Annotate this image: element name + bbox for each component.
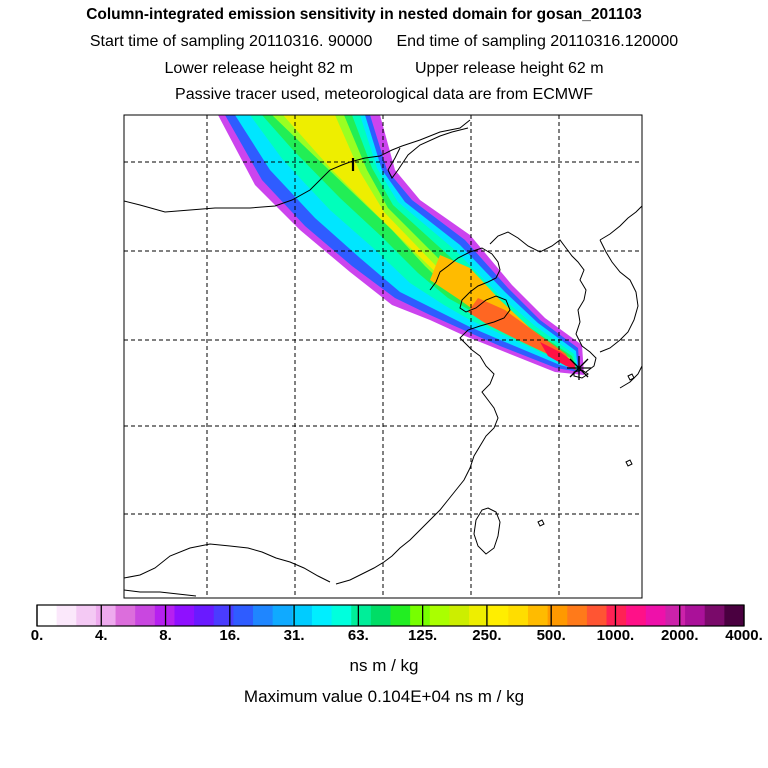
coast-china-east bbox=[335, 355, 499, 585]
plume-layer bbox=[218, 115, 584, 375]
colorbar-tick-label: 4. bbox=[95, 627, 108, 644]
colorbar-tick-label: 250. bbox=[472, 627, 502, 644]
border-northeast bbox=[387, 127, 469, 179]
colorbar-swatch bbox=[76, 605, 97, 626]
map-frame bbox=[123, 114, 643, 599]
colorbar-swatch bbox=[469, 605, 490, 626]
coast-japan bbox=[619, 365, 642, 389]
colorbar-tick-label: 63. bbox=[347, 627, 369, 644]
coast-korea-east bbox=[599, 205, 642, 353]
colorbar-units: ns m / kg bbox=[349, 656, 419, 675]
colorbar-tick-label: 8. bbox=[159, 627, 172, 644]
colorbar-swatch bbox=[704, 605, 725, 626]
colorbar-tick-label: 500. bbox=[536, 627, 566, 644]
tracer-info: Passive tracer used, meteorological data… bbox=[175, 86, 593, 103]
receptor-star-icon bbox=[567, 356, 591, 380]
colorbar-swatch bbox=[233, 605, 254, 626]
colorbar-swatch bbox=[95, 605, 117, 626]
colorbar-swatch bbox=[370, 605, 391, 626]
plume-band-9 bbox=[540, 342, 576, 370]
colorbar-swatch bbox=[527, 605, 549, 626]
border-mongolia bbox=[124, 119, 471, 213]
colorbar-swatch bbox=[586, 605, 608, 626]
sampling-times: Start time of sampling 20110316. 90000 En… bbox=[0, 33, 768, 51]
island-taiwan bbox=[473, 507, 501, 555]
coast-hainan bbox=[124, 589, 197, 597]
coastlines bbox=[124, 119, 642, 597]
colorbar-swatch bbox=[311, 605, 333, 626]
colorbar-swatch bbox=[292, 605, 313, 626]
coast-south bbox=[124, 543, 331, 583]
colorbar-tick-label: 16. bbox=[219, 627, 241, 644]
colorbar-swatch bbox=[37, 605, 58, 626]
colorbar-swatch bbox=[645, 605, 666, 626]
colorbar-swatch bbox=[115, 605, 136, 626]
colorbar-tick-label: 1000. bbox=[596, 627, 635, 644]
colorbar-tick-label: 4000. bbox=[725, 627, 763, 644]
colorbar-swatch bbox=[665, 605, 686, 626]
colorbar-swatch bbox=[429, 605, 450, 626]
colorbar-tick-label: 2000. bbox=[660, 627, 699, 644]
lower-release-label: Lower release height 82 m bbox=[164, 60, 353, 77]
coast-korea-west bbox=[489, 231, 597, 373]
max-value-label: Maximum value 0.104E+04 ns m / kg bbox=[243, 687, 525, 706]
colorbar-swatch bbox=[567, 605, 588, 626]
colorbar-swatch bbox=[606, 605, 627, 626]
colorbar-swatch bbox=[626, 605, 647, 626]
colorbar-swatch bbox=[390, 605, 411, 626]
colorbar-swatch bbox=[547, 605, 568, 626]
colorbar-swatch bbox=[56, 605, 77, 626]
colorbar bbox=[36, 605, 745, 626]
colorbar-swatch bbox=[351, 605, 372, 626]
colorbar-swatch bbox=[174, 605, 195, 626]
colorbar-tick-label: 0. bbox=[30, 627, 44, 644]
island-small-2 bbox=[625, 459, 633, 467]
map-title: Column-integrated emission sensitivity i… bbox=[86, 6, 642, 23]
plume-band-6 bbox=[283, 115, 572, 366]
coast-bohai bbox=[429, 247, 511, 357]
island-small-3 bbox=[537, 519, 545, 527]
colorbar-swatch bbox=[194, 605, 215, 626]
end-time-label: End time of sampling 20110316.120000 bbox=[396, 33, 679, 50]
colorbar-tick-label: 125. bbox=[408, 627, 438, 644]
start-time-label: Start time of sampling 20110316. 90000 bbox=[89, 33, 373, 50]
colorbar-swatch bbox=[410, 605, 431, 626]
colorbar-swatch bbox=[272, 605, 293, 626]
colorbar-swatch bbox=[508, 605, 529, 626]
release-heights: Lower release height 82 m Upper release h… bbox=[0, 60, 768, 78]
colorbar-tick-label: 31. bbox=[283, 627, 305, 644]
colorbar-swatch bbox=[253, 605, 274, 626]
colorbar-swatch bbox=[449, 605, 470, 626]
colorbar-swatch bbox=[213, 605, 234, 626]
colorbar-swatch bbox=[488, 605, 509, 626]
colorbar-swatch bbox=[724, 605, 745, 626]
colorbar-frame bbox=[36, 604, 745, 627]
colorbar-swatch bbox=[135, 605, 156, 626]
gridlines bbox=[124, 115, 642, 598]
upper-release-label: Upper release height 62 m bbox=[415, 60, 604, 77]
colorbar-swatch bbox=[331, 605, 352, 626]
colorbar-swatch bbox=[685, 605, 706, 626]
